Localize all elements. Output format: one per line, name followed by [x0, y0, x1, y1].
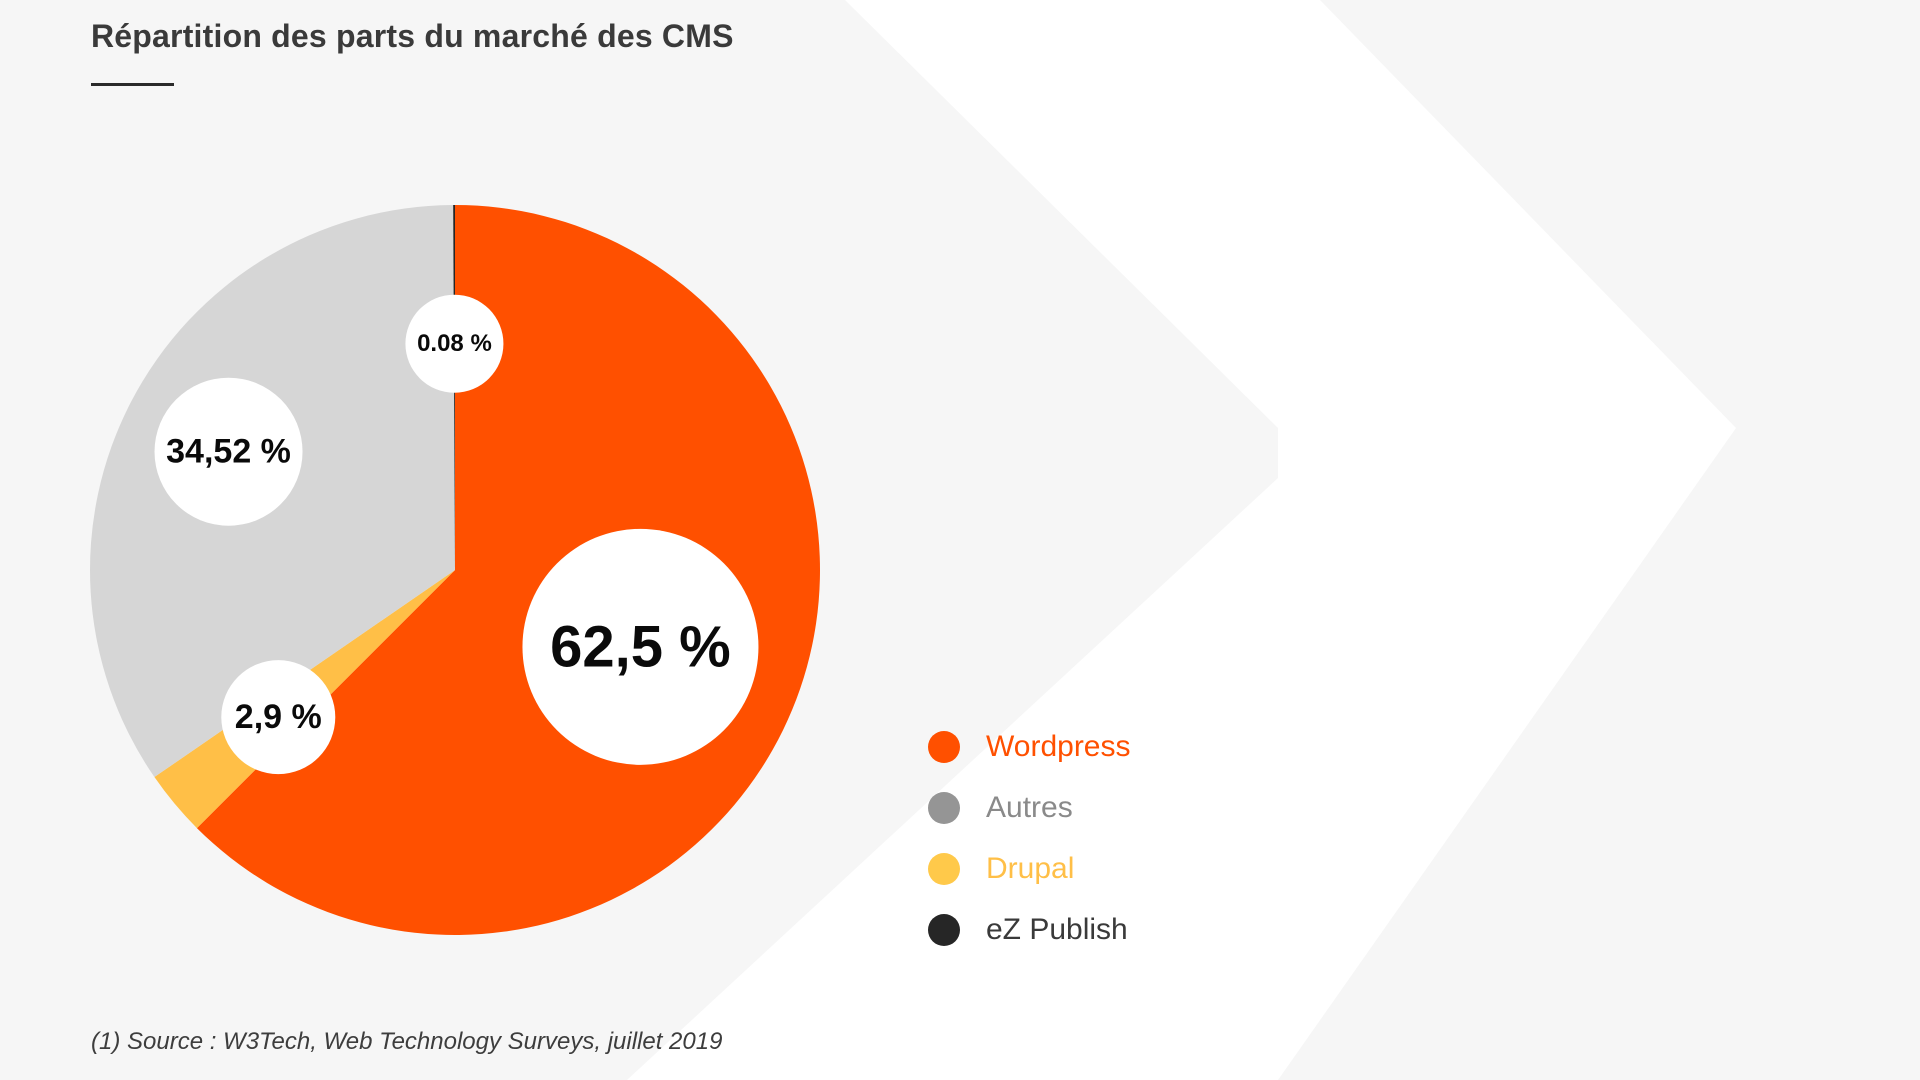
legend-item-wordpress: Wordpress	[928, 716, 1131, 777]
slice-label-ez-publish: 0.08 %	[405, 294, 504, 393]
slice-label-bubble	[405, 294, 504, 393]
legend-label: Drupal	[986, 851, 1075, 885]
legend-swatch	[928, 791, 960, 824]
slice-label-wordpress: 62,5 %	[522, 528, 759, 765]
legend-swatch	[928, 913, 960, 946]
source-note: (1) Source : W3Tech, Web Technology Surv…	[91, 1028, 723, 1055]
slice-value-label: 62,5 %	[550, 614, 731, 679]
legend-item-autres: Autres	[928, 777, 1131, 838]
legend-swatch	[928, 852, 960, 885]
slice-value-label: 34,52 %	[166, 433, 291, 471]
chart-legend: Wordpress Autres Drupal eZ Publish	[928, 716, 1131, 960]
slice-label-bubble	[221, 660, 336, 775]
legend-label: Wordpress	[986, 729, 1131, 763]
title-underline	[91, 83, 174, 86]
slice-label-bubble	[154, 377, 303, 526]
slice-value-label: 2,9 %	[235, 698, 322, 736]
legend-label: Autres	[986, 790, 1073, 824]
legend-swatch	[928, 730, 960, 763]
slice-label-drupal: 2,9 %	[221, 660, 336, 775]
legend-label: eZ Publish	[986, 912, 1128, 946]
legend-item-ez-publish: eZ Publish	[928, 899, 1131, 960]
legend-item-drupal: Drupal	[928, 838, 1131, 899]
slice-label-bubble	[522, 528, 759, 765]
slice-label-autres: 34,52 %	[154, 377, 303, 526]
chart-title: Répartition des parts du marché des CMS	[91, 18, 734, 54]
slice-value-label: 0.08 %	[417, 330, 492, 357]
